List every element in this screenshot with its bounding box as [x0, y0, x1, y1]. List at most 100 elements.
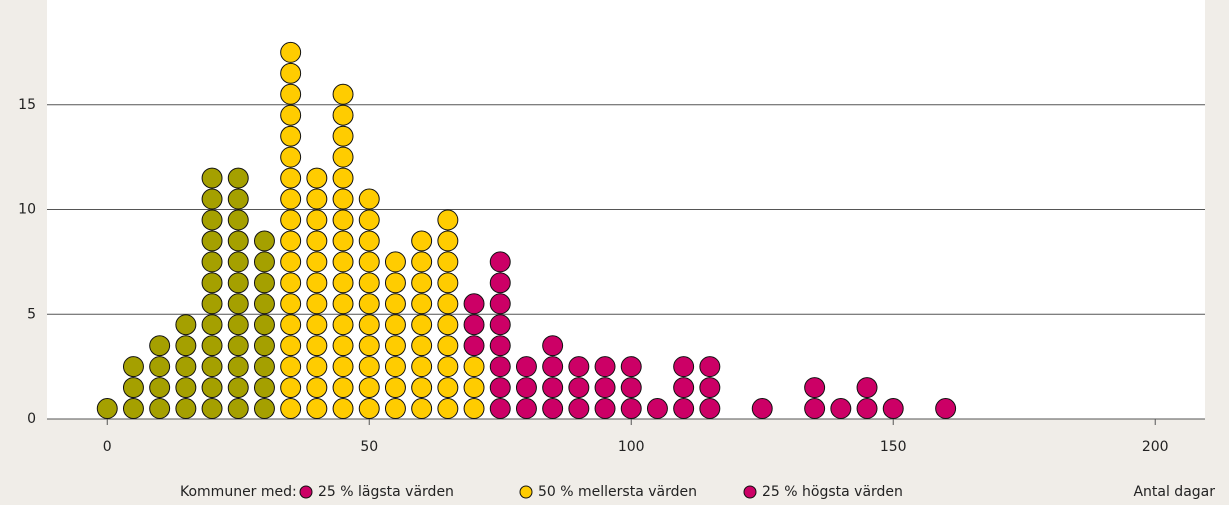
dot [489, 272, 511, 294]
dot [437, 356, 459, 378]
dot [332, 230, 354, 252]
dot [306, 209, 328, 231]
dot [122, 356, 144, 378]
dot [332, 272, 354, 294]
legend-marker [743, 485, 757, 499]
dot [280, 125, 302, 147]
dot [306, 293, 328, 315]
y-tick-label: 15 [18, 97, 36, 113]
dot [437, 377, 459, 399]
dot [227, 377, 249, 399]
dot [253, 356, 275, 378]
dot [280, 251, 302, 273]
dot [463, 293, 485, 315]
dot [411, 335, 433, 357]
legend-title: Kommuner med: [180, 484, 297, 500]
dot [332, 188, 354, 210]
dot [358, 209, 380, 231]
dot [227, 314, 249, 336]
dot [280, 62, 302, 84]
dot [515, 356, 537, 378]
dot [201, 377, 223, 399]
dot [463, 314, 485, 336]
dot [830, 398, 852, 419]
dot [594, 398, 616, 419]
dot [646, 398, 668, 419]
dot [384, 335, 406, 357]
dot [515, 398, 537, 419]
dot [122, 398, 144, 419]
dot [280, 41, 302, 63]
dot [437, 293, 459, 315]
dot [358, 251, 380, 273]
dot [175, 356, 197, 378]
dot [332, 314, 354, 336]
dot [542, 356, 564, 378]
dot [411, 230, 433, 252]
dot [280, 146, 302, 168]
dot [332, 167, 354, 189]
dot [437, 209, 459, 231]
dot [463, 335, 485, 357]
dot [332, 83, 354, 105]
dot [306, 167, 328, 189]
dot [201, 230, 223, 252]
dot [253, 335, 275, 357]
dot [358, 188, 380, 210]
dot [384, 314, 406, 336]
dot [332, 398, 354, 419]
dot [411, 377, 433, 399]
dot [280, 167, 302, 189]
dot [437, 314, 459, 336]
dot [280, 272, 302, 294]
dot [332, 146, 354, 168]
dot [804, 398, 826, 419]
dot [568, 356, 590, 378]
dot [280, 104, 302, 126]
dot [568, 377, 590, 399]
dot [253, 314, 275, 336]
dot [358, 230, 380, 252]
dot [306, 356, 328, 378]
dot [332, 209, 354, 231]
dot [489, 377, 511, 399]
dot [594, 356, 616, 378]
dot [280, 314, 302, 336]
dot [489, 356, 511, 378]
dot [280, 188, 302, 210]
dot [384, 356, 406, 378]
dot [306, 188, 328, 210]
dot [384, 377, 406, 399]
dot [306, 251, 328, 273]
dot [358, 335, 380, 357]
dot [699, 356, 721, 378]
dot [411, 356, 433, 378]
dot [935, 398, 957, 419]
dot [280, 356, 302, 378]
dot [332, 293, 354, 315]
x-tick-label: 50 [360, 439, 378, 455]
dot [227, 251, 249, 273]
dot [463, 356, 485, 378]
dot [332, 125, 354, 147]
dot [280, 230, 302, 252]
dot [280, 209, 302, 231]
dot [437, 335, 459, 357]
dot [201, 188, 223, 210]
x-tick-label: 0 [103, 439, 112, 455]
dot [463, 398, 485, 419]
dot [253, 272, 275, 294]
dot [149, 356, 171, 378]
dot [699, 377, 721, 399]
dot [437, 251, 459, 273]
dot [437, 398, 459, 419]
dot [358, 377, 380, 399]
dot [463, 377, 485, 399]
dot [437, 230, 459, 252]
dot [489, 251, 511, 273]
dot [149, 335, 171, 357]
dot [332, 104, 354, 126]
dot [489, 398, 511, 419]
x-tick-label: 150 [880, 439, 907, 455]
dot [227, 356, 249, 378]
